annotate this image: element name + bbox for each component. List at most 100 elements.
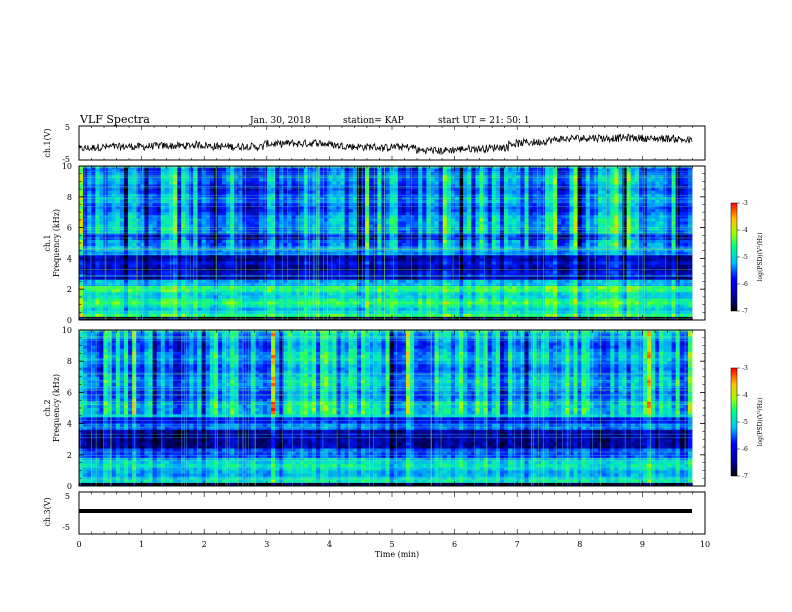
ch1-spectrogram-cell [168, 236, 174, 241]
ch1-spectrogram-cell [602, 243, 607, 247]
ch1-spectrogram-cell [381, 224, 386, 228]
ch1-spectrogram-cell [622, 255, 628, 259]
ch1-spectrogram-cell [634, 184, 640, 188]
ch1-spectrogram-cell [287, 181, 292, 185]
figure-title: VLF Spectra [79, 113, 150, 126]
ch1-spectrogram-cell [438, 246, 444, 250]
ch1-spectrogram-cell [320, 215, 325, 219]
ch1-spectrogram-cell [401, 239, 407, 244]
ch1-spectrogram-cell [189, 178, 194, 182]
ch1-spectrogram-cell [311, 196, 317, 201]
ch1-spectrogram-cell [598, 246, 603, 250]
ch1-spectrogram-cell [548, 190, 554, 195]
ch1-spectrogram-cell [385, 202, 390, 207]
ch1-spectrogram-cell [642, 230, 648, 235]
ch1-spectrogram-cell [422, 190, 427, 195]
ch1-spectrogram-cell [172, 252, 178, 256]
ch1-spectrogram-cell [99, 233, 104, 238]
ch1-spectrogram-cell [246, 239, 252, 244]
ch1-spectrogram-cell [553, 230, 558, 235]
ch1-spectrogram-cell [647, 215, 652, 219]
ch1-spectrogram-cell [593, 230, 599, 235]
ch1-spectrogram-cell [242, 264, 247, 269]
ch1-spectrogram-cell [418, 252, 423, 256]
ch1-spectrogram-cell [275, 184, 280, 188]
ch1-spectrogram-cell [197, 255, 202, 259]
ch1-spectrogram-cell [115, 199, 121, 204]
ch1-spectrogram-cell [271, 212, 276, 216]
ch1-spectrogram-cell [283, 246, 288, 250]
ch1-spectrogram-cell [475, 212, 480, 216]
ch1-spectrogram-cell [495, 258, 501, 262]
ch1-spectrogram-cell [283, 249, 288, 253]
ch1-spectrogram-cell [258, 239, 264, 244]
ch1-spectrogram-cell [295, 190, 301, 195]
ch1-spectrogram-cell [360, 261, 366, 265]
ch1-spectrogram-cell [242, 196, 247, 201]
ch1-spectrogram-cell [422, 196, 427, 201]
ch1-spectrogram-cell [528, 202, 534, 207]
ch1-spectrogram-cell [99, 175, 104, 179]
ch1-spectrogram-cell [348, 187, 354, 192]
ch1-spectrogram-cell [115, 202, 121, 207]
ch1-spectrogram-cell [683, 252, 689, 256]
ch1-spectrogram-cell [565, 206, 570, 210]
ch1-spectrogram-cell [115, 209, 121, 213]
ch1-spectrogram-cell [659, 252, 664, 256]
ch1-spectrogram-cell [508, 239, 513, 244]
ch1-spectrogram-cell [647, 209, 652, 213]
ch1-spectrogram-cell [299, 202, 305, 207]
ch1-spectrogram-cell [569, 178, 574, 182]
ch1-spectrogram-cell [152, 264, 158, 269]
ch1-spectrogram-cell [332, 181, 337, 185]
ch1-spectrogram-cell [111, 258, 117, 262]
ch1-spectrogram-cell [475, 169, 480, 173]
ch1-spectrogram-cell [479, 202, 484, 207]
ch1-spectrogram-cell [483, 258, 489, 262]
ch1-spectrogram-cell [128, 258, 133, 262]
ch1-spectrogram-cell [258, 190, 264, 195]
ch1-spectrogram-cell [148, 261, 153, 265]
ch1-spectrogram-cell [389, 199, 395, 204]
ch1-spectrogram-cell [275, 224, 280, 228]
ch1-spectrogram-cell [491, 209, 497, 213]
ch1-spectrogram-cell [168, 202, 174, 207]
ch1-spectrogram-cell [299, 169, 305, 173]
ch1-spectrogram-cell [532, 178, 538, 182]
ch1-spectrogram-cell [222, 264, 227, 269]
ch1-spectrogram-cell [422, 243, 427, 247]
ch1-spectrogram-cell [630, 202, 636, 207]
ch1-spectrogram-cell [238, 218, 243, 222]
ch1-spectrogram-cell [508, 206, 513, 210]
ch1-spectrogram-cell [266, 196, 272, 201]
ch1-spectrogram-cell [438, 221, 444, 225]
ch1-spectrogram-cell [291, 230, 296, 235]
ch1-spectrogram-cell [438, 261, 444, 265]
ch1-spectrogram-cell [634, 175, 640, 179]
ch1-spectrogram-cell [246, 224, 252, 228]
ch1-spectrogram-cell [254, 255, 260, 259]
ch1-spectrogram-cell [164, 218, 170, 222]
ch1-spectrogram-cell [536, 178, 542, 182]
ch1-spectrogram-cell [311, 252, 317, 256]
ch1-spectrogram-cell [385, 243, 390, 247]
ch1-spectrogram-cell [250, 233, 256, 238]
ch1-spectrogram-cell [160, 258, 166, 262]
ch1-spectrogram-cell [324, 215, 329, 219]
ch1-spectrogram-cell [434, 249, 440, 253]
ch1-spectrogram-cell [667, 224, 672, 228]
ch1-spectrogram-cell [275, 215, 280, 219]
ch1-spectrogram-cell [401, 224, 407, 228]
ch1-spectrogram-cell [504, 178, 509, 182]
ch1-spectrogram-cell [193, 178, 198, 182]
ch1-spectrogram-cell [573, 175, 578, 179]
ch1-spectrogram-cell [111, 221, 117, 225]
ch1-spectrogram-cell [459, 215, 464, 219]
ch1-spectrogram-cell [401, 230, 407, 235]
ch1-spectrogram-cell [426, 221, 431, 225]
ch1-spectrogram-cell [504, 190, 509, 195]
ch1-spectrogram-cell [164, 184, 170, 188]
ch1-spectrogram-cell [434, 233, 440, 238]
ch1-spectrogram-cell [561, 169, 566, 173]
ch1-spectrogram-cell [573, 239, 578, 244]
